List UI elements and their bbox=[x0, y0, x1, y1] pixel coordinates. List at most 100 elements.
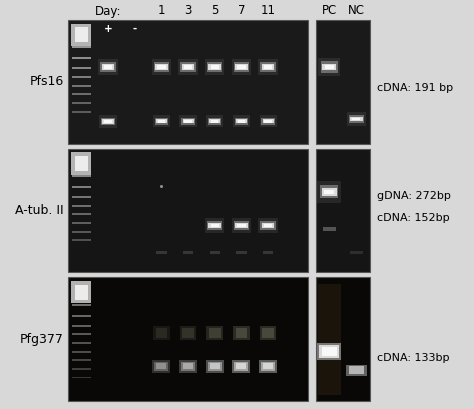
Bar bbox=[236, 328, 247, 338]
Bar bbox=[152, 360, 171, 373]
Bar bbox=[153, 115, 170, 127]
Bar bbox=[235, 64, 247, 70]
Bar bbox=[68, 277, 308, 401]
Bar bbox=[72, 303, 91, 306]
Bar bbox=[235, 118, 248, 125]
Bar bbox=[72, 342, 91, 344]
Bar bbox=[347, 112, 366, 126]
Bar bbox=[211, 120, 219, 123]
Bar bbox=[72, 102, 91, 104]
Bar bbox=[316, 20, 370, 144]
Bar bbox=[238, 120, 245, 123]
Bar bbox=[72, 93, 91, 95]
Bar bbox=[237, 363, 246, 369]
Bar bbox=[258, 58, 278, 75]
Bar bbox=[259, 360, 277, 373]
Bar bbox=[158, 120, 165, 123]
Bar bbox=[72, 110, 91, 112]
Text: PC: PC bbox=[321, 4, 337, 18]
Bar bbox=[207, 221, 222, 230]
Bar bbox=[100, 62, 116, 72]
Bar bbox=[72, 85, 91, 87]
Bar bbox=[72, 186, 91, 188]
Bar bbox=[237, 65, 246, 69]
Bar bbox=[180, 115, 197, 127]
Bar bbox=[234, 362, 248, 371]
Bar bbox=[104, 120, 112, 123]
Bar bbox=[262, 328, 274, 338]
Text: Day:: Day: bbox=[95, 4, 121, 18]
Bar bbox=[181, 62, 196, 72]
Text: -: - bbox=[133, 24, 137, 34]
Text: 3: 3 bbox=[184, 4, 191, 18]
Bar bbox=[72, 315, 91, 317]
Bar bbox=[232, 58, 251, 75]
Bar bbox=[320, 186, 338, 198]
Bar bbox=[262, 64, 274, 70]
Bar bbox=[182, 119, 193, 124]
Bar bbox=[236, 251, 246, 254]
Bar bbox=[208, 362, 222, 371]
Bar bbox=[155, 362, 168, 371]
Bar bbox=[262, 223, 274, 228]
Bar bbox=[98, 58, 118, 75]
Bar bbox=[75, 285, 88, 300]
Text: cDNA: 133bp: cDNA: 133bp bbox=[377, 353, 449, 363]
Bar bbox=[260, 221, 276, 230]
Bar bbox=[210, 224, 219, 227]
Bar bbox=[154, 62, 169, 72]
Bar bbox=[155, 328, 167, 338]
Bar bbox=[72, 377, 91, 378]
Bar bbox=[72, 368, 91, 370]
Bar bbox=[72, 175, 91, 177]
Bar bbox=[180, 326, 196, 340]
Bar bbox=[264, 224, 272, 227]
Bar bbox=[156, 251, 166, 254]
Bar bbox=[209, 119, 220, 124]
Bar bbox=[263, 251, 273, 254]
Bar bbox=[323, 227, 336, 231]
Bar bbox=[155, 64, 168, 70]
Bar bbox=[72, 46, 91, 48]
Bar bbox=[153, 326, 170, 340]
Bar bbox=[205, 218, 224, 233]
Bar bbox=[318, 181, 341, 203]
Bar bbox=[75, 27, 88, 42]
Text: A-tub. II: A-tub. II bbox=[15, 204, 64, 217]
Bar bbox=[207, 326, 223, 340]
Bar bbox=[322, 189, 337, 196]
Bar bbox=[181, 362, 195, 371]
Bar bbox=[210, 363, 219, 369]
Bar bbox=[258, 218, 278, 233]
Text: 1: 1 bbox=[158, 4, 165, 18]
Bar bbox=[72, 76, 91, 78]
Bar bbox=[72, 239, 91, 241]
Bar bbox=[316, 148, 370, 272]
Bar bbox=[179, 360, 197, 373]
Bar bbox=[184, 65, 192, 69]
Bar bbox=[72, 231, 91, 232]
Text: cDNA: 191 bp: cDNA: 191 bp bbox=[377, 83, 453, 93]
Bar bbox=[207, 62, 222, 72]
Text: 5: 5 bbox=[211, 4, 219, 18]
Bar bbox=[209, 328, 220, 338]
Bar bbox=[264, 120, 272, 123]
Bar bbox=[348, 366, 365, 374]
Bar bbox=[352, 117, 361, 120]
Bar bbox=[71, 24, 91, 46]
Bar bbox=[72, 67, 91, 69]
Text: gDNA: 272bp: gDNA: 272bp bbox=[377, 191, 451, 201]
Bar bbox=[178, 58, 198, 75]
Bar bbox=[210, 251, 220, 254]
Bar bbox=[72, 359, 91, 361]
Bar bbox=[101, 117, 115, 125]
Text: Pfs16: Pfs16 bbox=[30, 75, 64, 88]
Bar bbox=[233, 115, 250, 127]
Bar bbox=[75, 156, 88, 171]
Bar bbox=[350, 251, 363, 254]
Bar bbox=[263, 363, 273, 369]
Bar bbox=[232, 218, 251, 233]
Bar bbox=[320, 61, 338, 72]
Bar bbox=[318, 283, 341, 395]
Bar bbox=[206, 360, 224, 373]
